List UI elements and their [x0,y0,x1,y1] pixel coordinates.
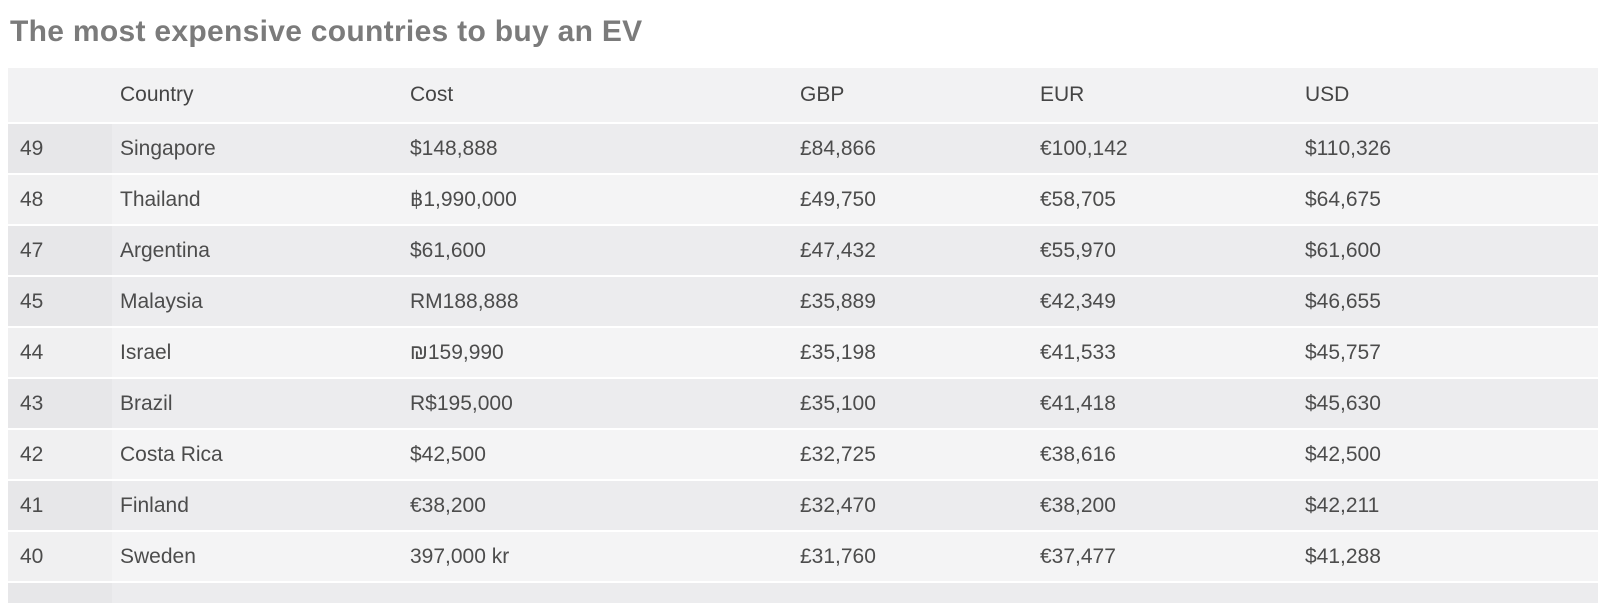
cell-gbp: £32,725 [792,430,1032,479]
cell-rank: 41 [8,481,112,530]
cell-eur: €38,200 [1032,481,1297,530]
cell-country: Singapore [112,124,402,173]
column-header-cost: Cost [402,68,792,122]
column-header-rank [8,68,112,122]
table-row: 40 Sweden 397,000 kr £31,760 €37,477 $41,288 [8,532,1598,581]
cell-empty [1297,583,1598,603]
cell-gbp: £31,760 [792,532,1032,581]
cell-empty [112,583,402,603]
column-header-gbp: GBP [792,68,1032,122]
cell-country: Malaysia [112,277,402,326]
cell-gbp: £84,866 [792,124,1032,173]
cell-country: Finland [112,481,402,530]
cell-rank: 40 [8,532,112,581]
cell-cost: 397,000 kr [402,532,792,581]
cell-country: Thailand [112,175,402,224]
table-row: 43 Brazil R$195,000 £35,100 €41,418 $45,630 [8,379,1598,428]
cell-empty [402,583,792,603]
cell-eur: €37,477 [1032,532,1297,581]
cell-cost: ₪159,990 [402,328,792,377]
cell-rank: 43 [8,379,112,428]
cell-empty [792,583,1032,603]
cell-eur: €38,616 [1032,430,1297,479]
table-row: 47 Argentina $61,600 £47,432 €55,970 $61,600 [8,226,1598,275]
cell-cost: $148,888 [402,124,792,173]
column-header-usd: USD [1297,68,1598,122]
cell-usd: $45,630 [1297,379,1598,428]
cell-cost: €38,200 [402,481,792,530]
cell-gbp: £35,100 [792,379,1032,428]
cell-country: Argentina [112,226,402,275]
cell-empty [1032,583,1297,603]
table-row: 45 Malaysia RM188,888 £35,889 €42,349 $46,655 [8,277,1598,326]
cell-rank: 42 [8,430,112,479]
table-row-partial [8,583,1598,603]
table-row: 48 Thailand ฿1,990,000 £49,750 €58,705 $64,67… [8,175,1598,224]
cell-rank: 47 [8,226,112,275]
cell-eur: €55,970 [1032,226,1297,275]
cell-eur: €58,705 [1032,175,1297,224]
column-header-country: Country [112,68,402,122]
table-row: 44 Israel ₪159,990 £35,198 €41,533 $45,757 [8,328,1598,377]
cell-rank: 49 [8,124,112,173]
table-row: 41 Finland €38,200 £32,470 €38,200 $42,211 [8,481,1598,530]
cell-empty [8,583,112,603]
cell-gbp: £35,889 [792,277,1032,326]
cell-cost: R$195,000 [402,379,792,428]
cell-gbp: £32,470 [792,481,1032,530]
cell-usd: $42,500 [1297,430,1598,479]
header-row: Country Cost GBP EUR USD [8,68,1598,122]
cell-rank: 45 [8,277,112,326]
table-header: Country Cost GBP EUR USD [8,68,1598,122]
cell-usd: $64,675 [1297,175,1598,224]
cell-country: Israel [112,328,402,377]
cell-cost: $61,600 [402,226,792,275]
cell-usd: $110,326 [1297,124,1598,173]
cell-country: Costa Rica [112,430,402,479]
cell-eur: €100,142 [1032,124,1297,173]
cell-cost: $42,500 [402,430,792,479]
cell-eur: €42,349 [1032,277,1297,326]
cell-rank: 44 [8,328,112,377]
cell-cost: RM188,888 [402,277,792,326]
cell-usd: $41,288 [1297,532,1598,581]
cell-gbp: £49,750 [792,175,1032,224]
cell-country: Brazil [112,379,402,428]
cell-cost: ฿1,990,000 [402,175,792,224]
cell-country: Sweden [112,532,402,581]
cell-usd: $45,757 [1297,328,1598,377]
page-title: The most expensive countries to buy an E… [10,15,643,48]
cell-usd: $46,655 [1297,277,1598,326]
cell-rank: 48 [8,175,112,224]
ev-price-table: Country Cost GBP EUR USD 49 Singapore $148… [8,66,1598,605]
cell-usd: $42,211 [1297,481,1598,530]
cell-eur: €41,533 [1032,328,1297,377]
column-header-eur: EUR [1032,68,1297,122]
cell-gbp: £35,198 [792,328,1032,377]
table-body: 49 Singapore $148,888 £84,866 €100,142 $110,3… [8,124,1598,603]
cell-gbp: £47,432 [792,226,1032,275]
cell-eur: €41,418 [1032,379,1297,428]
cell-usd: $61,600 [1297,226,1598,275]
table-row: 42 Costa Rica $42,500 £32,725 €38,616 $42,500 [8,430,1598,479]
table-row: 49 Singapore $148,888 £84,866 €100,142 $110,3… [8,124,1598,173]
